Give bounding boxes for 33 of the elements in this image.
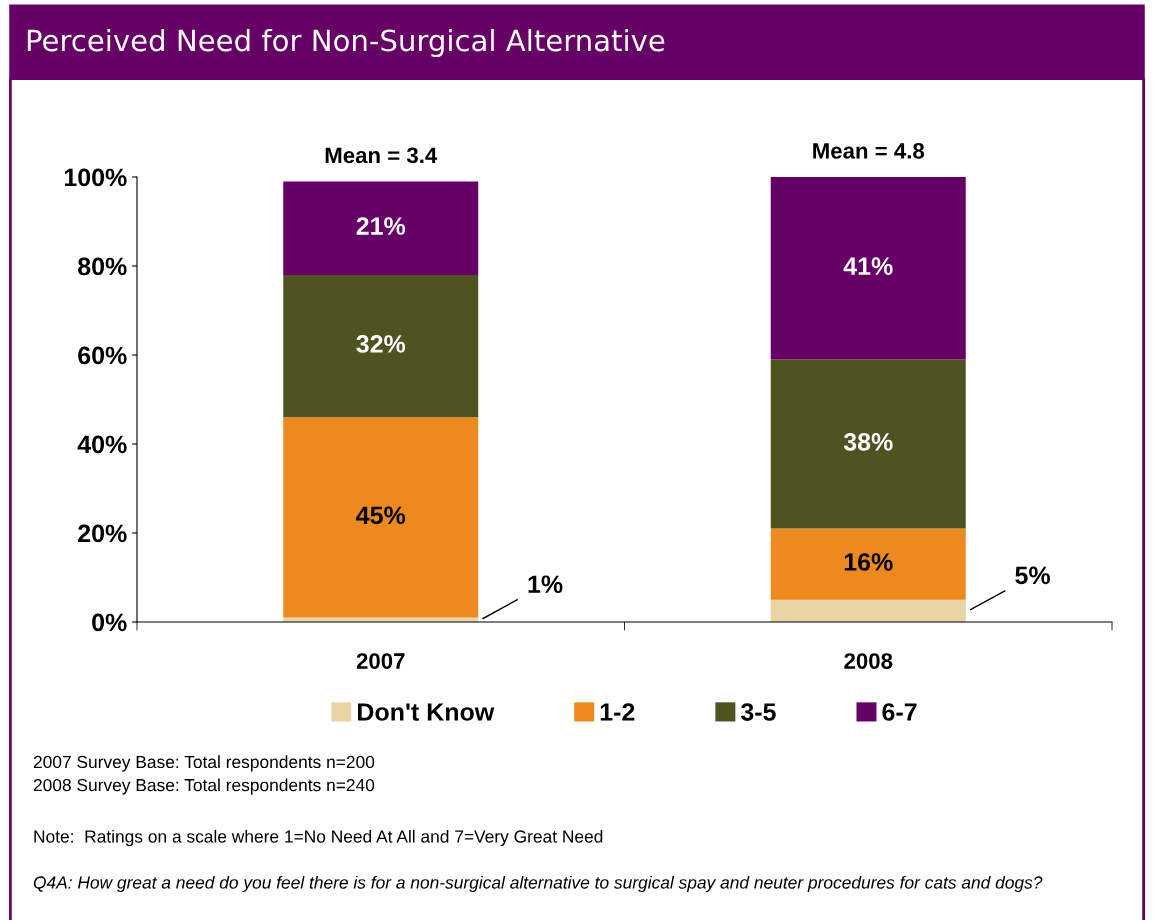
x-tick-label: 2007 <box>356 653 405 669</box>
legend-label: Don't Know <box>358 703 495 721</box>
bar <box>770 359 966 529</box>
text: Note: Ratings on a scale where 1=No Need At All and 7=Very Great Need <box>34 829 603 847</box>
legend-label: 6-7 <box>882 703 917 721</box>
y-tick-label: 20% <box>78 524 127 543</box>
data-label: 41% <box>843 257 893 275</box>
y-tick-label: 100% <box>64 168 127 187</box>
bar <box>770 599 966 622</box>
legend-label: 3-5 <box>740 703 776 721</box>
chart-title: Perceived Need for Non-Surgical Alternative <box>27 28 665 58</box>
annotation: Mean = 3.4 <box>325 147 438 164</box>
bar <box>283 181 479 275</box>
data-label: 21% <box>356 217 406 235</box>
bar <box>770 528 966 600</box>
y-tick-label: 40% <box>77 435 127 454</box>
y-tick-label: 60% <box>78 346 127 365</box>
x-tick-label: 2008 <box>844 653 893 669</box>
text: 2007 Survey Base: Total respondents n=200 2008 Survey Base: Total respondents n=240 <box>33 755 375 795</box>
data-label: 1% <box>528 575 563 594</box>
annotation: Mean = 4.8 <box>813 142 925 159</box>
data-label: 38% <box>843 433 893 451</box>
legend-label: 1-2 <box>600 703 635 721</box>
data-label: 32% <box>356 335 406 353</box>
bar <box>283 274 479 418</box>
data-label: 16% <box>844 553 893 571</box>
data-label: 45% <box>356 506 406 525</box>
bar <box>770 177 966 360</box>
data-label: 5% <box>1015 566 1050 585</box>
y-tick-label: 80% <box>78 257 127 276</box>
bar <box>283 417 479 618</box>
text: Q4A: How great a need do you feel there is for a non-surgical alternative to surgical spay and neuter procedures for cats and dogs? <box>33 875 1043 893</box>
y-tick-label: 0% <box>92 613 127 632</box>
